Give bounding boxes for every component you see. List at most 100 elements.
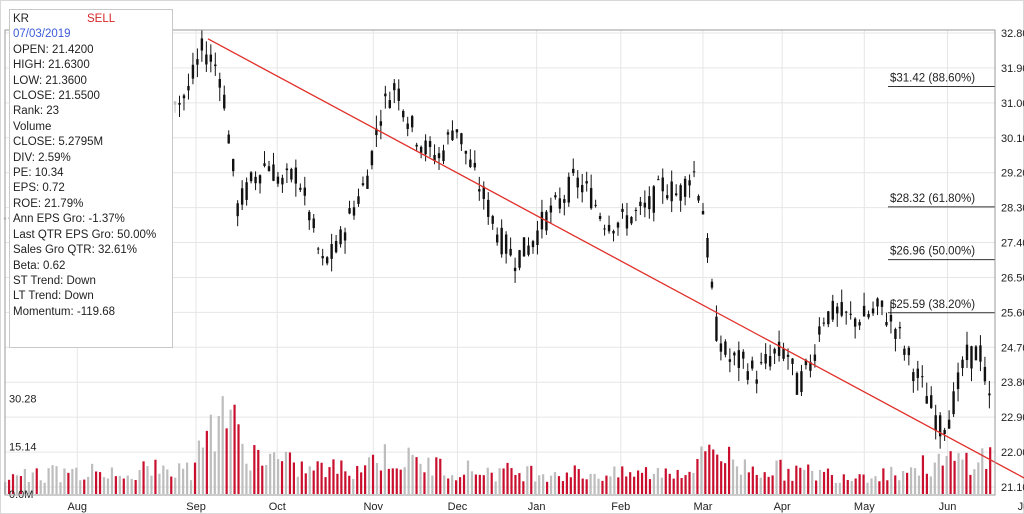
volume-bar (807, 464, 810, 494)
candle-body (572, 168, 575, 174)
candle-body (567, 176, 570, 203)
volume-bar (747, 472, 750, 494)
volume-bar (640, 472, 644, 494)
volume-bar (170, 476, 173, 494)
candle-body (849, 313, 852, 315)
candle-body (630, 217, 633, 224)
volume-bar (482, 475, 485, 494)
volume-bar (439, 458, 442, 494)
volume-bar (985, 468, 988, 494)
volume-bar (19, 476, 23, 494)
candle-body (455, 129, 459, 133)
volume-bar (557, 476, 561, 494)
volume-bar (565, 472, 568, 494)
candle-body (379, 121, 383, 126)
candle-body (325, 257, 329, 264)
stat-row: Last QTR EPS Gro: 50.00% (13, 228, 157, 241)
candle-body (844, 311, 848, 313)
candle-body (943, 429, 946, 435)
volume-bar (676, 469, 679, 494)
volume-bar (193, 462, 197, 494)
x-tick-label: Jun (939, 501, 957, 513)
volume-bar (712, 449, 715, 494)
candle-body (616, 222, 620, 228)
candle-body (495, 234, 499, 243)
stat-row: Sales Gro QTR: 32.61% (13, 244, 137, 257)
volume-bar (304, 473, 307, 494)
y-tick-label: 30.10 (1001, 133, 1024, 145)
volume-bar (31, 472, 34, 494)
candle-body (558, 198, 562, 209)
volume-bar (735, 466, 739, 494)
volume-bar (494, 481, 497, 494)
volume-bar (838, 482, 841, 494)
volume-bar (890, 466, 893, 494)
candle-body (889, 314, 893, 322)
candle-body (648, 196, 651, 210)
volume-bar (110, 467, 114, 494)
volume-bar (371, 454, 375, 494)
candle-body (679, 185, 682, 201)
candle-body (500, 227, 503, 255)
candle-body (800, 371, 803, 393)
volume-bar (593, 473, 596, 494)
volume-bar (846, 479, 849, 494)
y-tick-label: 26.50 (1001, 272, 1024, 284)
volume-bar (253, 445, 256, 494)
candle-body (478, 189, 481, 192)
volume-bar (577, 469, 580, 494)
volume-bar (205, 430, 208, 494)
candle-body (885, 322, 888, 326)
candle-body (236, 203, 239, 217)
volume-bar (423, 472, 426, 494)
candle-body (956, 372, 960, 390)
volume-bar (617, 477, 620, 494)
volume-bar (352, 478, 355, 494)
volume-bar (549, 475, 553, 494)
volume-bar (727, 446, 731, 494)
candle-body (451, 130, 454, 141)
fib-level-label: $26.96 (50.00%) (890, 246, 975, 258)
candle-body (522, 237, 526, 257)
volume-bar (704, 451, 707, 494)
x-tick-label: Nov (363, 501, 383, 513)
volume-bar (146, 466, 149, 494)
volume-bar (462, 474, 466, 494)
candle-body (594, 204, 597, 206)
stat-row: Volume (13, 120, 52, 133)
volume-bar (815, 480, 818, 494)
candle-body (276, 176, 280, 184)
volume-bar (118, 475, 121, 494)
volume-bar (700, 446, 703, 494)
y-tick-label: 28.30 (1001, 203, 1024, 215)
volume-bar (913, 468, 917, 494)
volume-bar (435, 457, 438, 494)
volume-bar (7, 479, 11, 494)
volume-bar (822, 471, 826, 494)
candle-body (290, 168, 293, 180)
volume-bar (553, 472, 557, 494)
volume-bar (474, 474, 477, 494)
candle-body (509, 248, 512, 256)
volume-bar (296, 476, 299, 494)
candle-body (231, 159, 235, 172)
candle-body (836, 306, 839, 314)
volume-bar (217, 416, 220, 494)
candle-body (715, 316, 718, 341)
volume-bar (545, 481, 549, 494)
volume-bar (51, 465, 54, 494)
candle-body (415, 144, 418, 147)
candle-body (773, 348, 776, 354)
candle-body (258, 175, 262, 184)
volume-bar (957, 453, 960, 494)
candle-body (925, 396, 928, 404)
candle-body (469, 159, 472, 167)
volume-bar (826, 468, 830, 494)
candle-body (442, 150, 445, 162)
stat-row: Ann EPS Gro: -1.37% (13, 213, 125, 226)
volume-bar (534, 481, 537, 494)
volume-bar (356, 465, 359, 494)
volume-bar (601, 480, 604, 494)
candle-body (460, 133, 463, 145)
candle-body (938, 415, 942, 437)
